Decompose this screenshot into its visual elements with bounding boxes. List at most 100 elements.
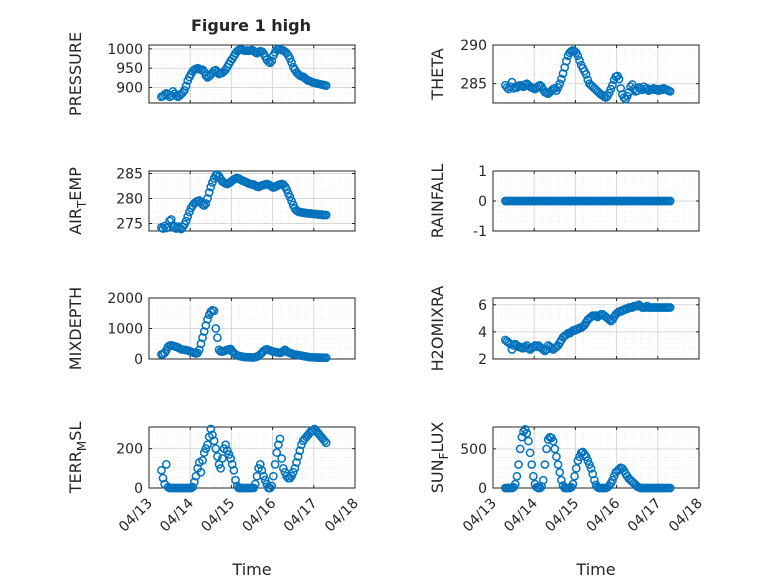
y-axis-label-part: SUN [428,459,447,493]
data-point [208,178,217,187]
data-point [204,188,214,197]
data-point [229,465,239,475]
series-markers [157,170,331,234]
y-axis-label-part: EMP [66,167,85,201]
data-point [524,436,533,446]
data-point [257,465,267,475]
data-point [570,471,579,481]
data-point [614,74,624,84]
y-tick-label: 200 [116,442,143,458]
data-point [282,185,291,194]
series-markers [501,46,675,104]
data-point [227,460,237,469]
subplot-1: 900 950 1000 PRESSURE [66,32,356,116]
y-tick-label: 0 [134,481,143,497]
data-point [269,471,278,481]
series-markers [501,424,675,493]
data-point [208,430,217,440]
subplot-2: 285 290 THETA [428,38,700,104]
series-markers [501,196,675,206]
y-tick-label: 285 [116,167,143,183]
data-point [209,306,219,316]
series-markers [157,44,331,102]
y-axis-label: SUNFLUX [428,422,451,494]
data-point [278,463,288,473]
y-axis-label: RAINFALL [428,164,447,239]
data-point [181,216,191,226]
data-point [259,471,268,481]
data-point [211,324,221,333]
data-point [553,460,563,469]
data-point [571,464,581,473]
data-point [510,479,520,489]
data-point [211,444,221,453]
y-tick-label: 2 [478,352,487,368]
data-point [550,444,560,454]
data-point [188,482,198,492]
data-point [535,483,545,493]
data-point [203,315,212,324]
data-point [250,479,260,489]
data-point [265,58,275,68]
data-point [320,436,329,446]
y-axis-label: PRESSURE [66,32,85,116]
data-point [608,80,617,90]
data-point [522,428,532,438]
data-point [665,483,675,493]
data-point [287,196,296,206]
data-point [231,475,240,485]
data-point [586,464,596,473]
data-point [206,182,216,192]
data-point [581,70,591,79]
data-point [157,465,166,475]
subplot-4: -1 0 1 RAINFALL [428,164,700,240]
y-axis-label-part: SL [66,422,85,441]
y-tick-label: 1000 [107,322,143,338]
data-point [267,56,277,66]
y-tick-label: -1 [473,224,487,240]
data-point [573,456,583,465]
y-axis-label-part: TERR [66,451,85,494]
data-point [181,81,191,91]
data-point [321,210,331,220]
data-point [226,454,235,463]
data-point [196,467,206,477]
data-point [213,452,222,461]
data-point [201,199,211,208]
x-axis-label: Time [231,560,271,579]
data-point [540,460,550,469]
data-point [525,448,535,458]
y-tick-label: 500 [460,442,487,458]
data-point [267,481,277,491]
data-point [581,452,591,462]
data-point [321,81,331,90]
data-point [201,444,211,453]
data-point [512,471,522,481]
data-point [561,56,571,66]
data-point [585,460,594,469]
figure-title: Figure 1 high [191,16,311,35]
data-point [608,475,617,485]
data-point [216,463,226,473]
axes-box [492,44,700,104]
data-point [665,87,675,96]
data-point [217,454,227,463]
y-tick-label: 1000 [107,42,143,58]
y-axis-label: MIXDEPTH [66,287,85,370]
y-tick-label: 0 [478,481,487,497]
data-point [288,467,298,477]
data-point [308,426,318,436]
y-axis-label-subscript: F [437,452,451,459]
data-point [275,434,285,444]
y-tick-label: 2000 [107,291,143,307]
y-tick-label: 290 [460,38,487,54]
y-tick-label: 280 [116,192,143,208]
subplot-5: 0 1000 2000 MIXDEPTH [66,287,356,370]
y-axis-label-subscript: T [75,200,89,209]
data-point [203,194,212,203]
data-point [285,192,295,202]
y-tick-label: 900 [116,81,143,97]
data-point [290,463,300,473]
data-point [542,444,551,454]
data-point [189,477,199,487]
